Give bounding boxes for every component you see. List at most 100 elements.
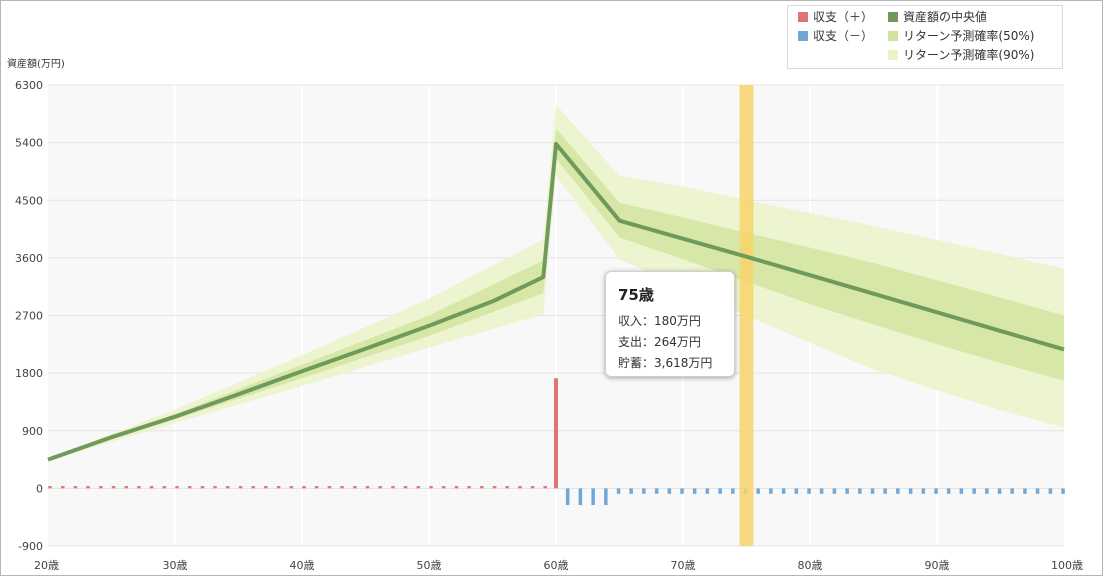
positive-cashflow-bar <box>188 486 192 489</box>
legend-swatch <box>888 31 898 41</box>
legend-swatch <box>798 12 808 22</box>
negative-cashflow-bar <box>629 488 633 494</box>
positive-cashflow-bar <box>86 486 90 489</box>
cashflow-bars <box>48 378 1065 505</box>
positive-cashflow-bar <box>429 486 433 489</box>
negative-cashflow-bar <box>921 488 926 494</box>
negative-cashflow-bar <box>807 488 811 494</box>
negative-cashflow-bar <box>946 488 951 494</box>
negative-cashflow-bar <box>819 488 824 494</box>
negative-cashflow-bar <box>934 488 938 494</box>
highlight-column[interactable] <box>739 85 754 546</box>
tooltip: 75歳 収入：180万円 支出：264万円 貯蓄：3,618万円 <box>605 271 735 377</box>
median-asset-line <box>47 141 1065 462</box>
positive-cashflow-bar <box>353 486 357 489</box>
positive-cashflow-bar <box>200 486 205 489</box>
x-tick-labels: 20歳 30歳 40歳 50歳 60歳 70歳 80歳 90歳 100歳 <box>34 559 1083 572</box>
negative-cashflow-bar <box>1061 488 1065 494</box>
legend-swatch <box>798 31 808 41</box>
tooltip-title: 75歳 <box>618 286 654 304</box>
positive-cashflow-bar <box>162 486 167 489</box>
positive-cashflow-bar <box>175 486 179 489</box>
legend-item-band-50[interactable]: リターン予測確率(50%) <box>888 27 1034 45</box>
legend-item-median[interactable]: 資産額の中央値 <box>888 8 987 26</box>
negative-cashflow-bar <box>832 488 837 494</box>
band-50-area <box>48 128 1064 461</box>
negative-cashflow-bar <box>731 488 735 494</box>
positive-cashflow-bar <box>467 486 471 489</box>
x-tick-label: 60歳 <box>544 559 569 572</box>
legend-label: 収支（＋） <box>813 10 874 24</box>
x-tick-label: 30歳 <box>163 559 188 572</box>
legend-label: 資産額の中央値 <box>903 10 988 24</box>
highlight-bar[interactable] <box>739 85 754 546</box>
positive-cashflow-bar <box>149 486 154 489</box>
tooltip-expense: 支出：264万円 <box>618 335 701 349</box>
y-tick-label: 4500 <box>15 194 43 207</box>
negative-cashflow-bar <box>769 488 773 494</box>
negative-cashflow-bar <box>718 488 722 494</box>
x-tick-label: 20歳 <box>34 559 59 572</box>
negative-cashflow-bar <box>591 488 595 505</box>
positive-cashflow-bar <box>530 486 535 489</box>
legend-item-negative[interactable]: 収支（－） <box>798 27 873 45</box>
positive-cashflow-bar <box>378 486 382 489</box>
negative-cashflow-bar <box>1023 488 1027 494</box>
positive-cashflow-bar <box>543 486 547 489</box>
negative-cashflow-bar <box>1035 488 1040 494</box>
positive-cashflow-bar <box>99 486 103 489</box>
x-tick-label: 40歳 <box>290 559 315 572</box>
positive-cashflow-bar <box>302 486 306 489</box>
positive-cashflow-bar <box>289 486 293 489</box>
positive-cashflow-bar <box>505 486 509 489</box>
negative-cashflow-bar <box>667 488 672 494</box>
positive-cashflow-bar <box>251 486 255 489</box>
positive-cashflow-bar <box>276 486 281 489</box>
legend-swatch <box>888 12 898 22</box>
positive-cashflow-bar <box>314 486 319 489</box>
positive-cashflow-bar <box>213 486 217 489</box>
negative-cashflow-bar <box>845 488 849 494</box>
legend-label: リターン予測確率(90%) <box>903 48 1035 62</box>
positive-cashflow-bar <box>416 486 421 489</box>
legend-item-band-90[interactable]: リターン予測確率(90%) <box>888 46 1034 64</box>
positive-cashflow-bar <box>226 486 230 489</box>
negative-cashflow-bar <box>985 488 989 494</box>
negative-cashflow-bar <box>781 488 786 494</box>
positive-cashflow-bar <box>454 486 459 489</box>
negative-cashflow-bar <box>896 488 900 494</box>
negative-cashflow-bar <box>858 488 862 494</box>
negative-cashflow-bar <box>692 488 697 494</box>
positive-cashflow-bar <box>340 486 344 489</box>
positive-cashflow-bar <box>124 486 128 489</box>
median-line-group <box>47 141 1065 462</box>
y-tick-label: 1800 <box>15 367 43 380</box>
positive-cashflow-bar <box>554 378 558 489</box>
y-tick-label: 3600 <box>15 252 43 265</box>
legend-item-positive[interactable]: 収支（＋） <box>798 8 873 26</box>
positive-cashflow-bar <box>327 486 332 489</box>
negative-cashflow-bar <box>756 488 760 494</box>
legend-label: 収支（－） <box>813 29 874 43</box>
negative-cashflow-bar <box>642 488 646 494</box>
negative-cashflow-bar <box>565 488 570 505</box>
tooltip-savings: 貯蓄：3,618万円 <box>618 356 713 370</box>
positive-cashflow-bar <box>365 486 370 489</box>
positive-cashflow-bar <box>480 486 484 489</box>
y-tick-label: 0 <box>36 482 43 495</box>
negative-cashflow-bar <box>578 488 583 505</box>
negative-cashflow-bar <box>972 488 976 494</box>
x-tick-label: 80歳 <box>798 559 823 572</box>
x-tick-label: 50歳 <box>417 559 442 572</box>
y-tick-label: 900 <box>22 425 43 438</box>
positive-cashflow-bar <box>492 486 497 489</box>
negative-cashflow-bar <box>908 488 913 494</box>
y-axis-title: 資産額(万円) <box>7 59 65 70</box>
negative-cashflow-bar <box>883 488 887 494</box>
negative-cashflow-bar <box>705 488 710 494</box>
negative-cashflow-bar <box>604 488 608 505</box>
positive-cashflow-bar <box>137 486 141 489</box>
y-tick-label: -900 <box>18 540 43 553</box>
legend-label: リターン予測確率(50%) <box>903 29 1035 43</box>
